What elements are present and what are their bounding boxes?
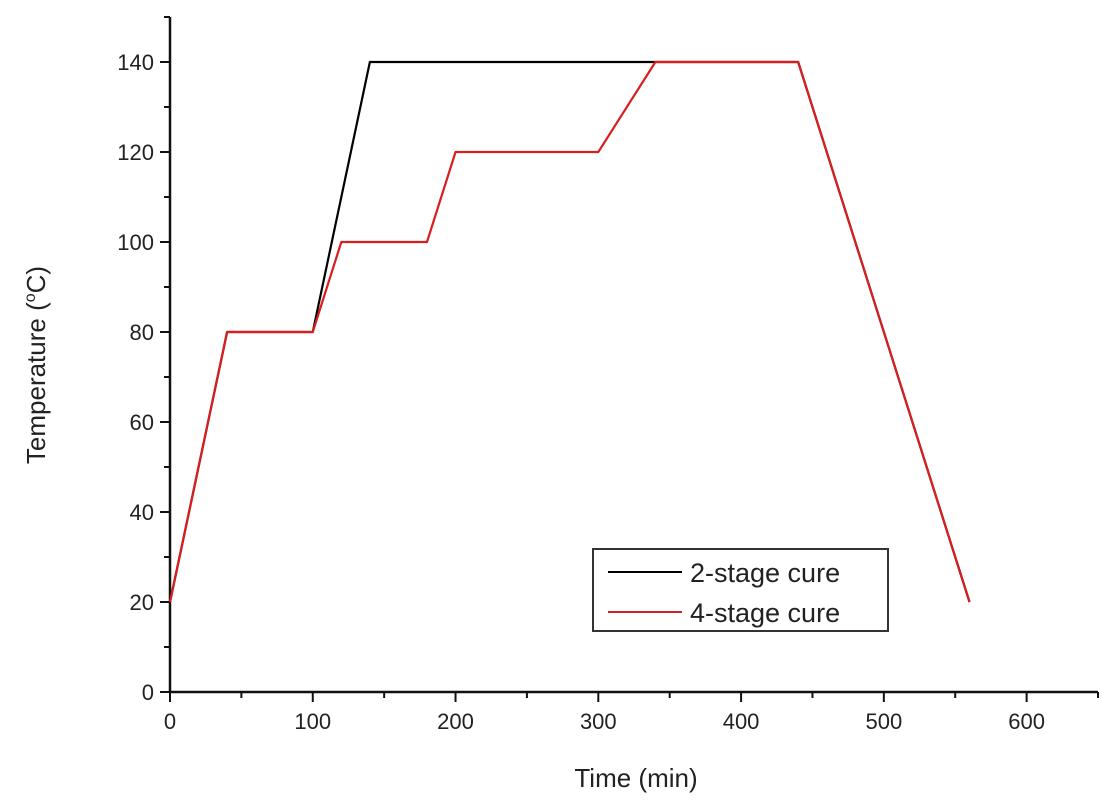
x-tick-label: 100 <box>294 709 331 734</box>
legend-box <box>592 548 889 632</box>
y-axis-label: Temperature (oC) <box>21 266 51 464</box>
y-tick-label: 80 <box>130 320 154 345</box>
legend-label-2-stage: 2-stage cure <box>690 558 840 588</box>
y-tick-label: 60 <box>130 410 154 435</box>
ticks: 0 100 200 300 400 500 600 0 20 40 60 80 100 120 140 <box>117 16 1099 734</box>
x-axis-label: Time (min) <box>574 763 697 793</box>
series-lines <box>168 60 971 603</box>
x-tick-label: 400 <box>723 709 760 734</box>
x-tick-label: 300 <box>580 709 617 734</box>
y-tick-label: 100 <box>117 230 154 255</box>
x-tick-label: 600 <box>1008 709 1045 734</box>
axes <box>168 17 1098 694</box>
y-tick-label: 20 <box>130 590 154 615</box>
y-tick-label: 120 <box>117 140 154 165</box>
series-line-4-stage <box>168 60 971 603</box>
legend: 2-stage cure 4-stage cure <box>592 548 889 632</box>
legend-label-4-stage: 4-stage cure <box>690 598 840 628</box>
x-tick-label: 200 <box>437 709 474 734</box>
x-tick-label: 500 <box>865 709 902 734</box>
y-tick-label: 140 <box>117 50 154 75</box>
y-tick-label: 0 <box>142 680 154 705</box>
y-tick-label: 40 <box>130 500 154 525</box>
x-tick-label: 0 <box>164 709 176 734</box>
